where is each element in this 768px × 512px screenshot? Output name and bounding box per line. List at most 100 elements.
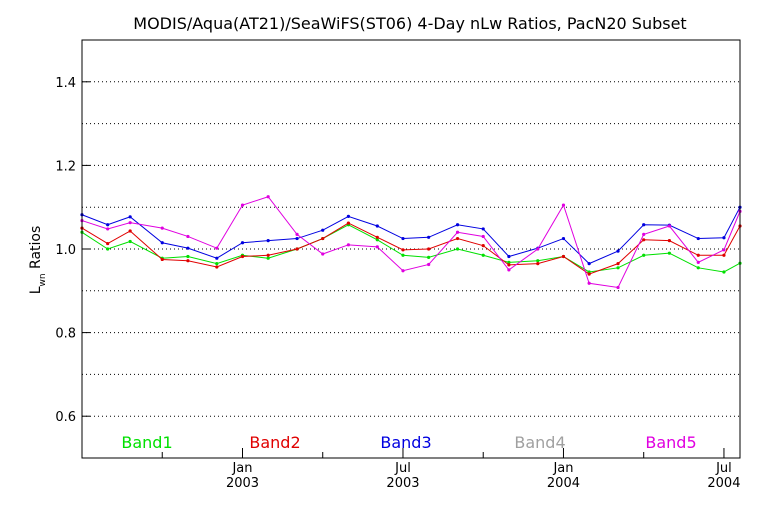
data-point-band5 [375,245,379,249]
data-point-band2 [642,238,646,242]
data-point-band3 [346,214,351,218]
data-point-band1 [642,253,646,257]
data-point-band3 [266,239,270,243]
data-point-band3 [401,236,405,241]
data-point-band1 [128,239,132,244]
x-tick-year: 2004 [707,476,740,491]
data-point-band3 [722,236,726,240]
y-axis-label: Lwn Ratios [28,226,48,295]
data-point-band3 [106,223,110,227]
series-line-band5 [81,196,741,289]
data-point-band2 [128,229,132,233]
data-point-band5 [427,262,431,267]
data-point-band2 [401,248,405,252]
data-point-band2 [160,257,164,262]
data-point-band1 [401,253,405,257]
data-point-band5 [642,232,646,236]
y-axis-label-main: L [28,286,44,294]
data-point-band3 [427,235,431,239]
data-point-band5 [401,269,405,273]
data-point-band1 [696,266,700,270]
x-tick-year: 2004 [547,476,580,491]
data-point-band3 [128,215,132,219]
data-point-band5 [186,234,190,239]
data-point-band5 [561,203,566,207]
legend-band4: Band4 [514,433,565,452]
data-point-band3 [642,223,646,227]
data-point-band1 [722,270,726,274]
data-point-band3 [215,256,219,260]
data-point-band2 [722,253,726,257]
data-point-band1 [427,255,431,259]
data-point-band3 [321,228,325,232]
data-point-band2 [427,247,431,251]
x-tick-year: 2003 [386,476,419,491]
legend-band3: Band3 [380,433,431,452]
data-point-band5 [215,246,219,250]
data-point-band5 [667,224,671,228]
data-point-band5 [295,232,299,236]
data-point-band2 [186,259,190,263]
x-tick-month: Jan [552,461,573,476]
data-point-band5 [240,203,245,207]
y-tick-label: 0.8 [55,327,76,342]
legend: Band1 Band2 Band3 Band4 Band5 [121,433,696,452]
data-point-band3 [696,236,700,241]
series-lines [80,195,742,290]
plot-frame [81,39,741,459]
data-point-band1 [481,253,485,257]
data-point-band2 [375,235,379,239]
y-tick-label: 1.2 [55,159,76,174]
data-point-band5 [160,226,164,230]
data-point-band3 [160,241,164,245]
data-point-band2 [667,239,671,243]
series-line-band3 [81,206,741,265]
data-point-band2 [616,262,620,266]
y-ticks: 0.6 0.8 1.0 1.2 1.4 [55,76,90,425]
y-tick-label: 1.4 [55,76,76,91]
x-tick-month: Jul [715,461,732,476]
data-point-band2 [295,247,299,251]
data-point-band1 [106,247,110,251]
y-tick-label: 0.6 [55,410,76,425]
data-point-band3 [507,254,511,259]
data-point-band5 [128,221,132,225]
data-point-band1 [266,256,270,260]
data-point-band3 [455,223,460,227]
data-point-band5 [346,243,351,247]
chart-title: MODIS/Aqua(AT21)/SeaWiFS(ST06) 4-Day nLw… [133,14,686,33]
y-axis-label-sub: wn [38,273,48,286]
data-point-band5 [722,248,726,252]
data-point-band5 [587,281,591,285]
legend-band5: Band5 [645,433,696,452]
data-point-band1 [455,247,460,251]
data-point-band5 [507,268,511,272]
data-point-band1 [215,262,219,266]
data-point-band3 [481,227,485,231]
series-line-band1 [81,224,741,273]
x-tick-month: Jul [394,461,411,476]
data-point-band2 [106,241,110,246]
grid [82,81,740,417]
y-axis-label-rest: Ratios [28,226,44,274]
data-point-band5 [481,234,485,239]
data-point-band5 [616,285,620,290]
data-point-band3 [240,241,245,245]
data-point-band5 [536,247,540,251]
data-point-band1 [186,254,190,259]
data-point-band2 [346,221,351,225]
x-tick-month: Jan [231,461,252,476]
data-point-band3 [561,236,566,241]
y-tick-label: 1.0 [55,243,76,258]
data-point-band1 [375,238,379,242]
data-point-band3 [616,249,620,253]
data-point-band3 [295,236,299,241]
data-point-band2 [587,272,591,276]
data-point-band5 [455,230,460,234]
data-point-band2 [536,262,540,266]
data-point-band2 [215,265,219,269]
legend-band1: Band1 [121,433,172,452]
data-point-band1 [667,251,671,255]
data-point-band1 [507,260,511,264]
